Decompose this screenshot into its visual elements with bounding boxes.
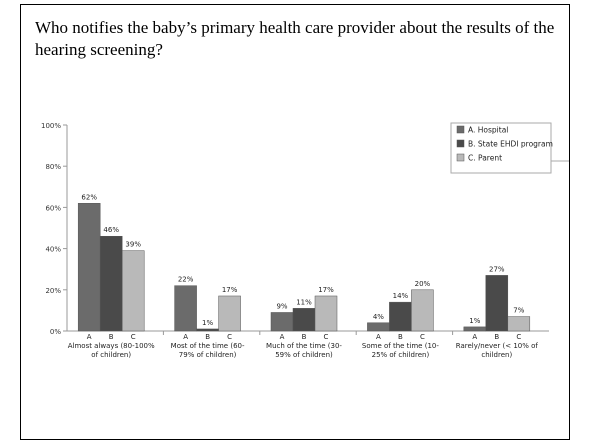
bar	[270, 312, 294, 332]
bar-value-label: 1%	[202, 319, 213, 327]
x-category-label: Some of the time (10-	[362, 342, 439, 350]
bar-series-letter: C	[131, 333, 136, 341]
x-category-label: children)	[481, 351, 512, 359]
bar-series-letter: C	[227, 333, 232, 341]
bar-value-label: 17%	[222, 286, 238, 294]
legend-swatch	[456, 125, 465, 134]
bar-series-letter: B	[109, 333, 114, 341]
bar-value-label: 7%	[513, 307, 524, 315]
bar-series-letter: C	[516, 333, 521, 341]
bar	[99, 235, 123, 332]
legend-label: C. Parent	[468, 154, 502, 163]
bar-value-label: 17%	[318, 286, 334, 294]
bar-value-label: 14%	[393, 292, 409, 300]
bar-series-letter: B	[398, 333, 403, 341]
bar-series-letter: B	[494, 333, 499, 341]
y-tick-label: 100%	[41, 122, 61, 130]
bar-series-letter: B	[302, 333, 307, 341]
y-tick-label: 60%	[45, 204, 61, 212]
legend-label: A. Hospital	[468, 126, 508, 135]
y-tick-label: 80%	[45, 163, 61, 171]
bar	[507, 316, 531, 332]
bar-value-label: 46%	[103, 226, 119, 234]
x-category-label: Most of the time (60-	[171, 342, 245, 350]
y-tick-label: 0%	[50, 328, 61, 336]
legend-swatch	[456, 153, 465, 162]
bar-value-label: 27%	[489, 265, 505, 273]
y-tick-label: 20%	[45, 287, 61, 295]
bar-series-letter: A	[472, 333, 477, 341]
bar	[77, 203, 101, 332]
bar-series-letter: C	[324, 333, 329, 341]
bar-series-letter: A	[280, 333, 285, 341]
x-category-label: Rarely/never (< 10% of	[456, 342, 539, 350]
bar	[314, 295, 338, 332]
legend-swatch	[456, 139, 465, 148]
bar-series-letter: B	[205, 333, 210, 341]
bar-value-label: 9%	[276, 302, 287, 310]
bar-value-label: 39%	[125, 241, 141, 249]
x-category-label: 79% of children)	[179, 351, 237, 359]
bar-value-label: 1%	[469, 317, 480, 325]
bar-series-letter: C	[420, 333, 425, 341]
x-category-label: 25% of children)	[372, 351, 430, 359]
x-category-label: Almost always (80-100%	[68, 342, 155, 350]
y-tick-label: 40%	[45, 246, 61, 254]
bar	[121, 250, 145, 332]
bar	[196, 328, 219, 332]
bar	[485, 275, 509, 332]
bar	[367, 322, 390, 332]
bar-value-label: 20%	[415, 280, 431, 288]
bar-value-label: 4%	[373, 313, 384, 321]
bar-series-letter: A	[376, 333, 381, 341]
bar-series-letter: A	[183, 333, 188, 341]
bar-series-letter: A	[87, 333, 92, 341]
question-title: Who notifies the baby’s primary health c…	[35, 18, 555, 59]
bar	[463, 326, 487, 332]
bar-value-label: 11%	[296, 298, 312, 306]
bar	[292, 308, 316, 332]
bar	[411, 289, 434, 332]
x-category-label: of children)	[91, 351, 131, 359]
bar	[218, 295, 241, 332]
legend-label: B. State EHDI program	[468, 140, 553, 149]
bar	[174, 285, 197, 332]
x-category-label: 59% of children)	[275, 351, 333, 359]
legend-box	[450, 122, 552, 174]
x-category-label: Much of the time (30-	[266, 342, 342, 350]
bar-value-label: 22%	[178, 276, 194, 284]
bar	[389, 301, 412, 332]
slide: Who notifies the baby’s primary health c…	[20, 4, 570, 440]
bar-value-label: 62%	[81, 193, 97, 201]
